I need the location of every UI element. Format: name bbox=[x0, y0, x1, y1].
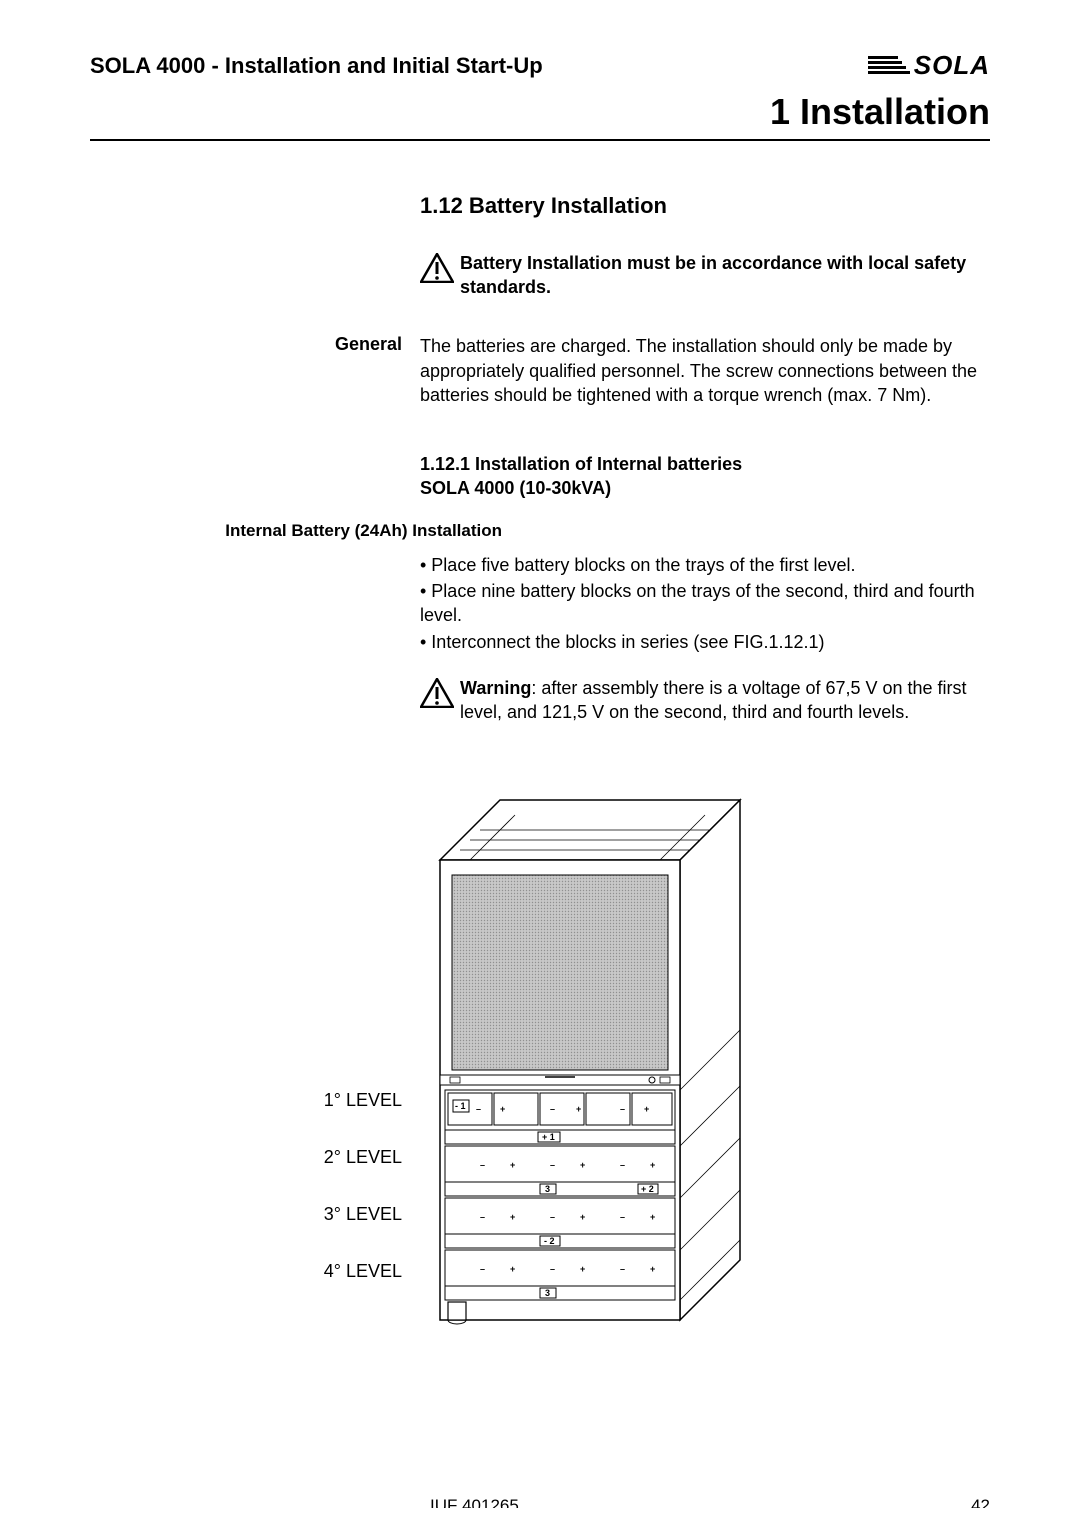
svg-text:+: + bbox=[510, 1264, 515, 1274]
footer-doc-id: IUF 401265 bbox=[430, 1496, 519, 1508]
svg-text:–: – bbox=[550, 1104, 555, 1114]
svg-text:+: + bbox=[580, 1212, 585, 1222]
svg-text:–: – bbox=[480, 1264, 485, 1274]
section-heading: 1.12 Battery Installation bbox=[420, 191, 990, 221]
subsection-heading-l2: SOLA 4000 (10-30kVA) bbox=[420, 476, 990, 500]
svg-text:- 1: - 1 bbox=[455, 1101, 466, 1111]
svg-text:+: + bbox=[644, 1104, 649, 1114]
logo-bars-icon bbox=[868, 56, 910, 76]
step-2: • Place nine battery blocks on the trays… bbox=[420, 579, 990, 628]
general-text: The batteries are charged. The installat… bbox=[420, 334, 990, 407]
svg-text:+ 1: + 1 bbox=[542, 1132, 555, 1142]
internal-battery-label: Internal Battery (24Ah) Installation bbox=[225, 521, 502, 540]
svg-text:–: – bbox=[476, 1104, 481, 1114]
svg-text:+: + bbox=[650, 1160, 655, 1170]
svg-text:–: – bbox=[620, 1104, 625, 1114]
level-2-label: 2° LEVEL bbox=[90, 1147, 402, 1168]
svg-text:–: – bbox=[550, 1212, 555, 1222]
brand-logo: SOLA bbox=[868, 50, 990, 81]
svg-text:+: + bbox=[650, 1264, 655, 1274]
warning-icon bbox=[420, 251, 460, 289]
svg-text:–: – bbox=[620, 1264, 625, 1274]
svg-text:+: + bbox=[580, 1264, 585, 1274]
svg-text:+: + bbox=[580, 1160, 585, 1170]
svg-text:3: 3 bbox=[545, 1288, 550, 1298]
svg-text:–: – bbox=[620, 1160, 625, 1170]
warning-top-text: Battery Installation must be in accordan… bbox=[460, 251, 990, 300]
warning-icon bbox=[420, 676, 460, 714]
svg-text:+: + bbox=[510, 1160, 515, 1170]
svg-text:+: + bbox=[650, 1212, 655, 1222]
svg-text:+ 2: + 2 bbox=[641, 1184, 654, 1194]
svg-text:+: + bbox=[576, 1104, 581, 1114]
svg-text:+: + bbox=[500, 1104, 505, 1114]
svg-text:–: – bbox=[550, 1264, 555, 1274]
warning-bottom-text: Warning: after assembly there is a volta… bbox=[460, 676, 990, 725]
svg-text:–: – bbox=[480, 1212, 485, 1222]
doc-title: SOLA 4000 - Installation and Initial Sta… bbox=[90, 53, 543, 79]
svg-text:- 2: - 2 bbox=[544, 1236, 555, 1246]
step-3: • Interconnect the blocks in series (see… bbox=[420, 630, 990, 654]
logo-text: SOLA bbox=[914, 50, 990, 81]
cabinet-figure: - 1 – + – + – + + 1 – + – + bbox=[420, 790, 990, 1355]
level-3-label: 3° LEVEL bbox=[90, 1204, 402, 1225]
level-4-label: 4° LEVEL bbox=[90, 1261, 402, 1282]
warning-lead: Warning bbox=[460, 678, 531, 698]
warning-rest: : after assembly there is a voltage of 6… bbox=[460, 678, 967, 722]
svg-text:–: – bbox=[620, 1212, 625, 1222]
svg-text:–: – bbox=[480, 1160, 485, 1170]
level-1-label: 1° LEVEL bbox=[90, 1090, 402, 1111]
svg-text:+: + bbox=[510, 1212, 515, 1222]
chapter-title: 1 Installation bbox=[90, 91, 990, 141]
general-label: General bbox=[90, 334, 402, 355]
svg-text:3: 3 bbox=[545, 1184, 550, 1194]
footer-page-number: 42 bbox=[971, 1496, 990, 1508]
subsection-heading-l1: 1.12.1 Installation of Internal batterie… bbox=[420, 452, 990, 476]
step-1: • Place five battery blocks on the trays… bbox=[420, 553, 990, 577]
svg-text:–: – bbox=[550, 1160, 555, 1170]
